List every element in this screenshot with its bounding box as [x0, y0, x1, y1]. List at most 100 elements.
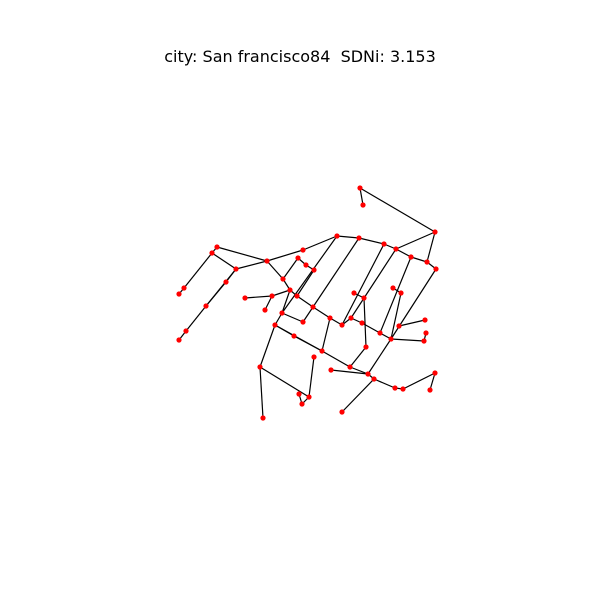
network-node [393, 246, 399, 252]
network-node [296, 391, 302, 397]
network-node [181, 285, 187, 291]
network-node [423, 330, 429, 336]
network-edge [373, 378, 396, 389]
network-node [299, 401, 305, 407]
network-edge [266, 249, 304, 262]
network-edge [390, 292, 402, 340]
network-node [359, 320, 365, 326]
network-node [272, 322, 278, 328]
network-node [427, 387, 433, 393]
network-node [357, 185, 363, 191]
network-node [264, 258, 270, 264]
network-node [310, 304, 316, 310]
network-node [377, 330, 383, 336]
network-edge [281, 289, 291, 314]
network-edge [398, 319, 426, 327]
network-node [311, 354, 317, 360]
network-edge [321, 350, 351, 368]
network-node [291, 333, 297, 339]
network-node [381, 241, 387, 247]
network-edge [312, 237, 360, 308]
network-node [279, 310, 285, 316]
network-edge [185, 305, 207, 332]
network-edge [282, 257, 299, 280]
network-node [348, 315, 354, 321]
network-edge [395, 231, 436, 250]
network-node [432, 229, 438, 235]
network-edge [350, 248, 397, 319]
network-edge [259, 366, 310, 398]
network-edge [183, 252, 213, 289]
network-node [327, 315, 333, 321]
network-node [306, 394, 312, 400]
network-edge [205, 281, 227, 307]
network-edge [359, 187, 436, 233]
network-node [203, 303, 209, 309]
network-node [388, 336, 394, 342]
network-edge [235, 260, 268, 270]
network-edge [244, 295, 273, 299]
edges [178, 187, 437, 419]
network-node [295, 255, 301, 261]
network-node [242, 295, 248, 301]
network-node [280, 276, 286, 282]
network-edge [361, 322, 381, 334]
network-edge [293, 335, 323, 352]
network-edge [367, 338, 392, 375]
network-edge [390, 268, 437, 340]
network-node [233, 266, 239, 272]
network-node [176, 337, 182, 343]
network-edge [216, 246, 268, 262]
network-edge [296, 269, 315, 297]
network-edge [312, 306, 331, 319]
network-edge [341, 243, 385, 326]
network-node [421, 338, 427, 344]
network-node [433, 266, 439, 272]
network-node [262, 307, 268, 313]
network-node [300, 247, 306, 253]
network-edge [426, 231, 436, 263]
network-node [209, 250, 215, 256]
nodes [176, 185, 439, 421]
network-node [334, 233, 340, 239]
network-node [311, 267, 317, 273]
network-node [183, 328, 189, 334]
network-node [365, 371, 371, 377]
network-node [408, 254, 414, 260]
network-node [363, 344, 369, 350]
network-edge [259, 324, 276, 368]
network-node [356, 235, 362, 241]
network-node [339, 322, 345, 328]
network-node [424, 259, 430, 265]
network-edge [264, 295, 273, 311]
network-node [328, 367, 334, 373]
network-edge [296, 295, 314, 308]
network-edge [349, 366, 369, 375]
network-node [392, 385, 398, 391]
network-edge [308, 356, 315, 398]
network-edge [349, 346, 367, 368]
figure-title: city: San francisco84 SDNi: 3.153 [164, 47, 436, 66]
network-edge [259, 366, 264, 419]
network-node [347, 364, 353, 370]
network-node [300, 319, 306, 325]
network-node [319, 348, 325, 354]
network-edge [321, 317, 331, 352]
network-node [269, 293, 275, 299]
network-edge [363, 297, 367, 348]
network-node [294, 293, 300, 299]
network-edge [359, 187, 364, 206]
network-node [287, 287, 293, 293]
network-edge [402, 372, 436, 390]
network-edge [379, 256, 412, 334]
network-node [361, 295, 367, 301]
network-edge [336, 235, 360, 239]
network-node [339, 409, 345, 415]
network-node [257, 364, 263, 370]
network-node [176, 291, 182, 297]
network-node [400, 386, 406, 392]
network-edge [330, 369, 369, 375]
network-node [360, 202, 366, 208]
